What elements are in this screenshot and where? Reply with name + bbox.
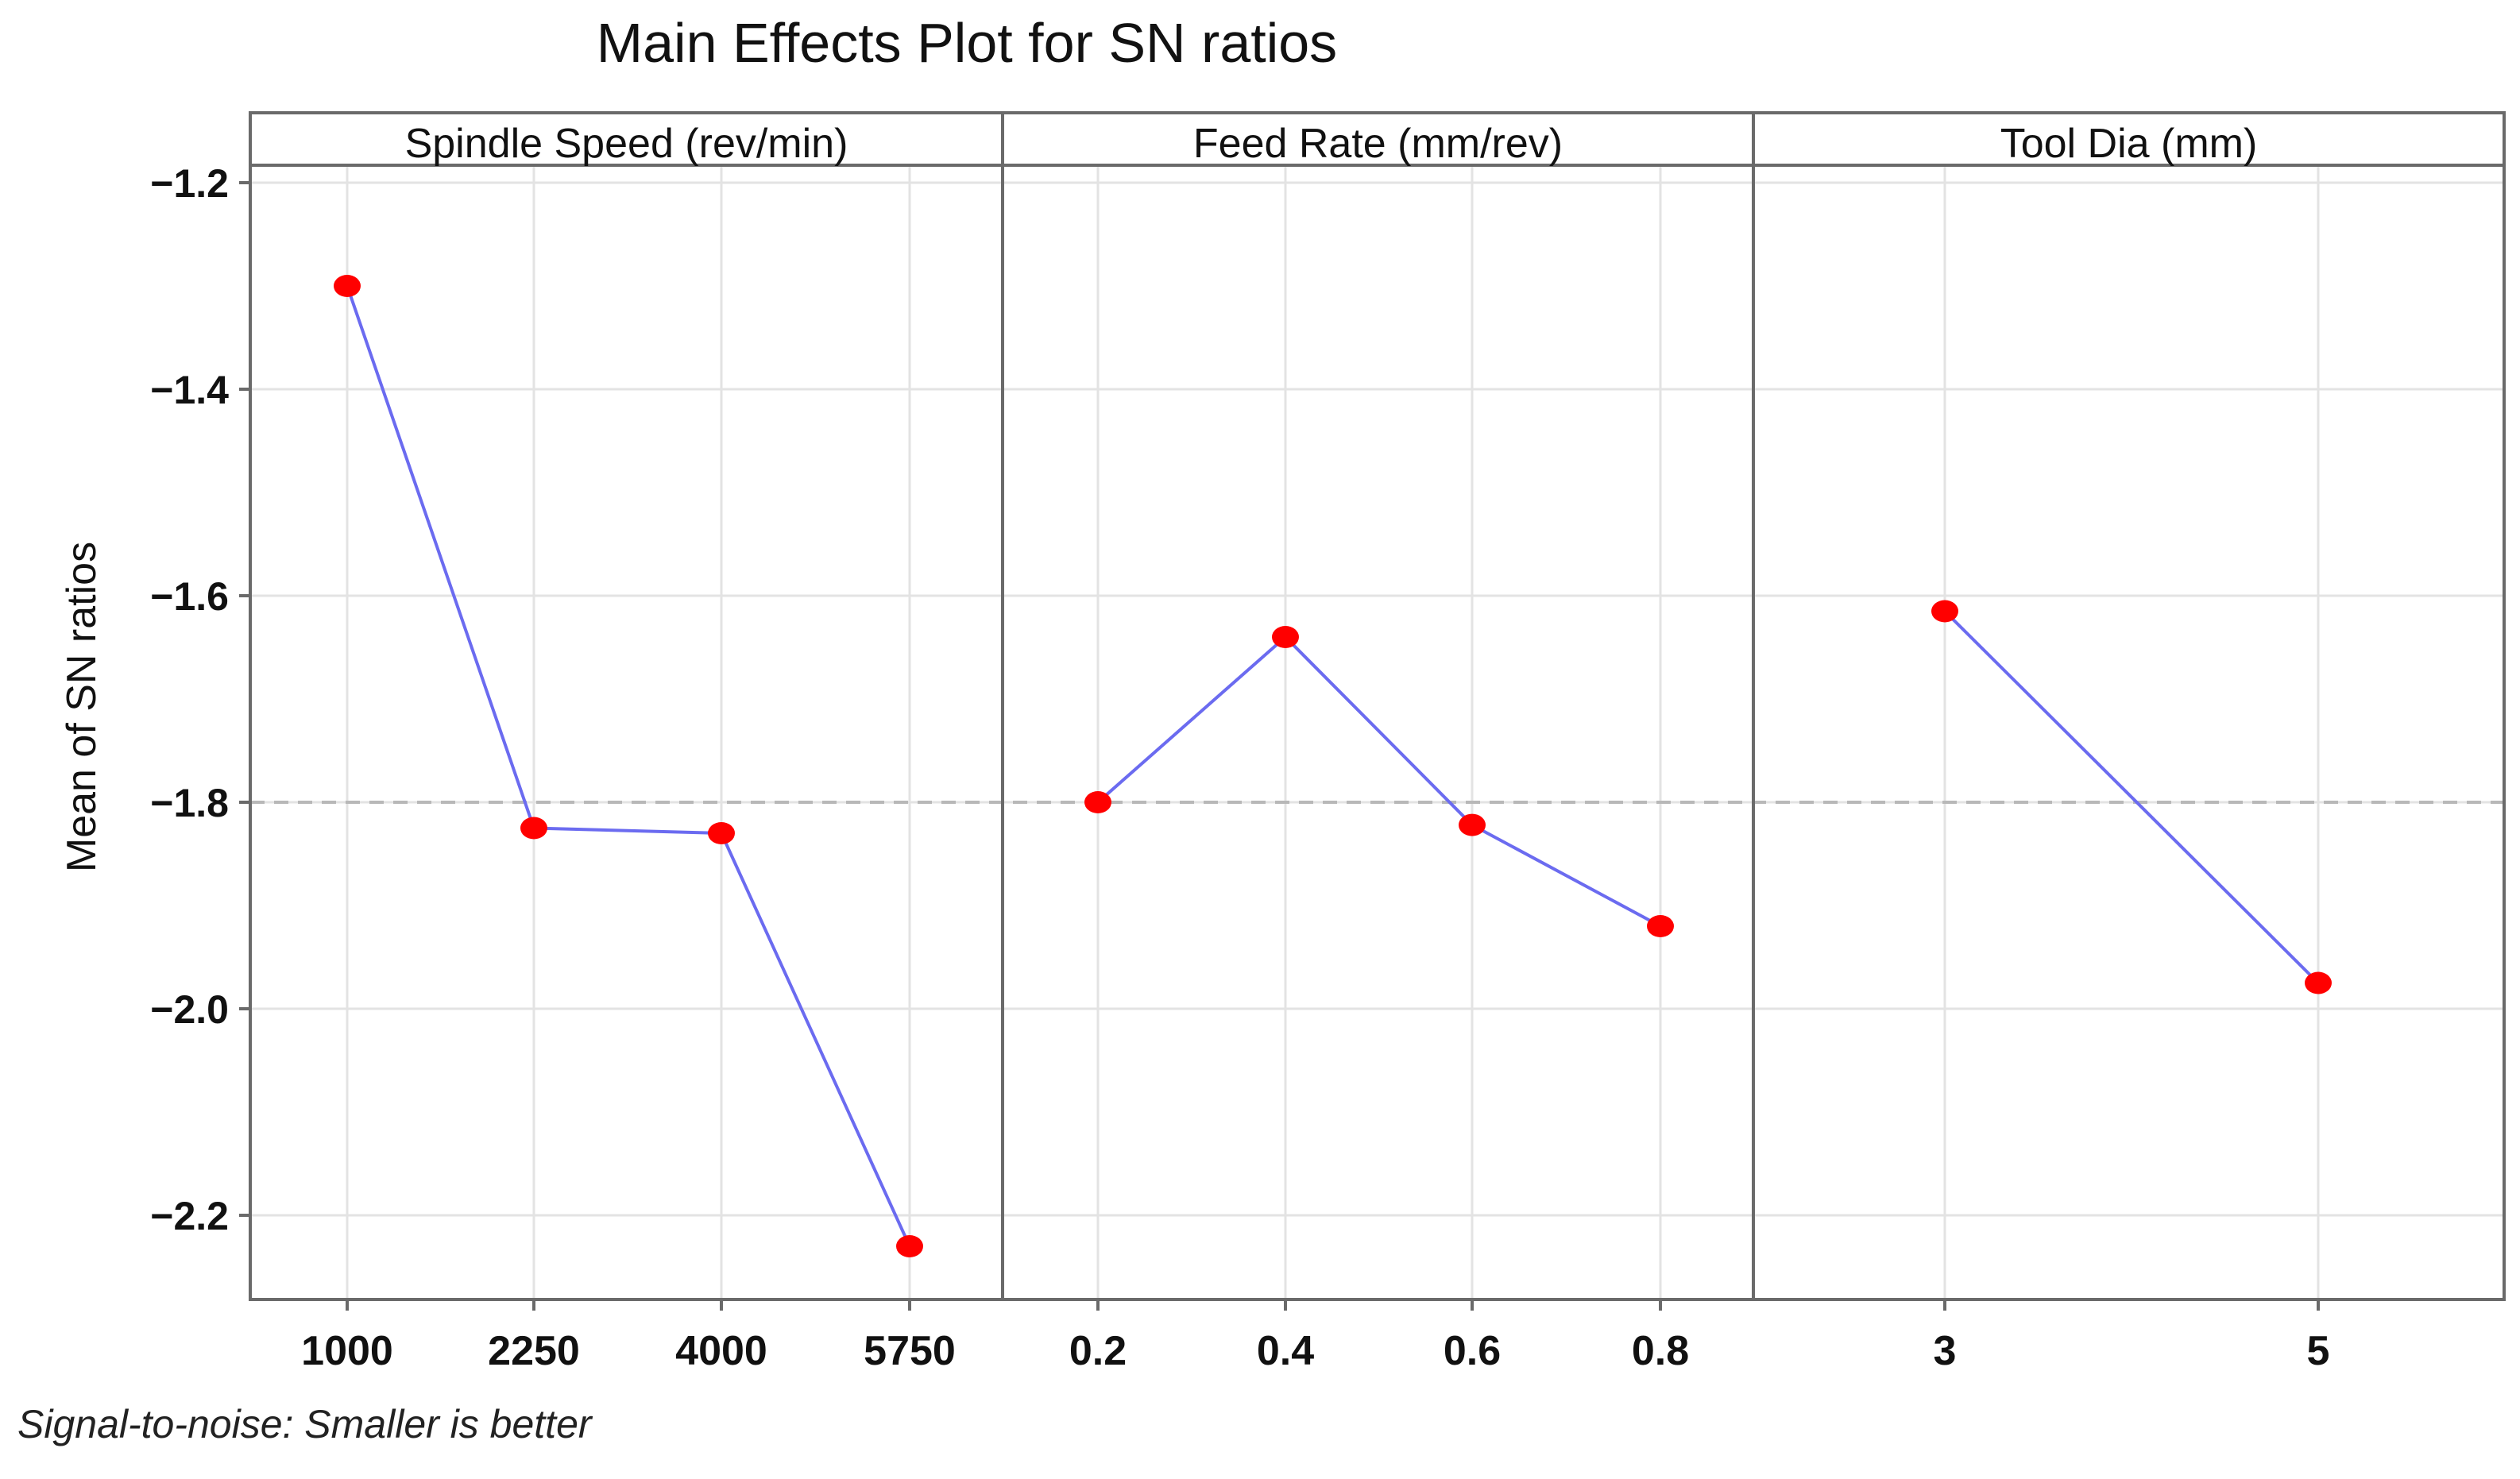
data-point: [1272, 626, 1299, 648]
y-tick-label: −1.2: [150, 161, 229, 206]
y-tick-label: −1.6: [150, 574, 229, 619]
y-tick-label: −1.8: [150, 781, 229, 825]
data-point: [896, 1235, 923, 1257]
y-tick-label: −2.2: [150, 1194, 229, 1238]
data-point: [520, 817, 547, 840]
x-tick-label: 5: [2307, 1328, 2330, 1374]
data-point: [1931, 600, 1958, 623]
x-tick-label: 1000: [301, 1328, 393, 1374]
data-point: [1647, 915, 1674, 937]
y-axis-label: Mean of SN ratios: [59, 542, 105, 872]
x-tick-label: 5750: [864, 1328, 956, 1374]
data-point: [1084, 791, 1111, 813]
panel-label: Feed Rate (mm/rev): [1193, 121, 1563, 167]
x-tick-label: 0.4: [1257, 1328, 1314, 1374]
data-point: [1459, 813, 1486, 836]
series-line: [346, 285, 911, 1247]
x-tick-label: 2250: [488, 1328, 580, 1374]
footnote: Signal-to-noise: Smaller is better: [17, 1402, 593, 1446]
chart-title: Main Effects Plot for SN ratios: [597, 12, 1337, 74]
y-tick-label: −2.0: [150, 987, 229, 1032]
x-tick-label: 0.2: [1069, 1328, 1127, 1374]
x-tick-label: 4000: [675, 1328, 767, 1374]
panel-label: Tool Dia (mm): [2000, 121, 2258, 167]
data-point: [334, 275, 361, 297]
plot-frame: [249, 111, 2506, 1301]
plot-area: −1.2 −1.4 −1.6 −1.8 −2.0 −2.2 Spindle Speed (r…: [150, 111, 2506, 1374]
x-tick-label: 3: [1934, 1328, 1957, 1374]
panel-label: Spindle Speed (rev/min): [405, 121, 848, 167]
series-line: [1096, 635, 1661, 928]
x-tick-label: 0.6: [1444, 1328, 1501, 1374]
series-line: [1943, 610, 2320, 984]
data-point: [708, 822, 735, 844]
x-tick-label: 0.8: [1632, 1328, 1689, 1374]
y-tick-label: −1.4: [150, 368, 229, 412]
data-point: [2305, 971, 2332, 994]
